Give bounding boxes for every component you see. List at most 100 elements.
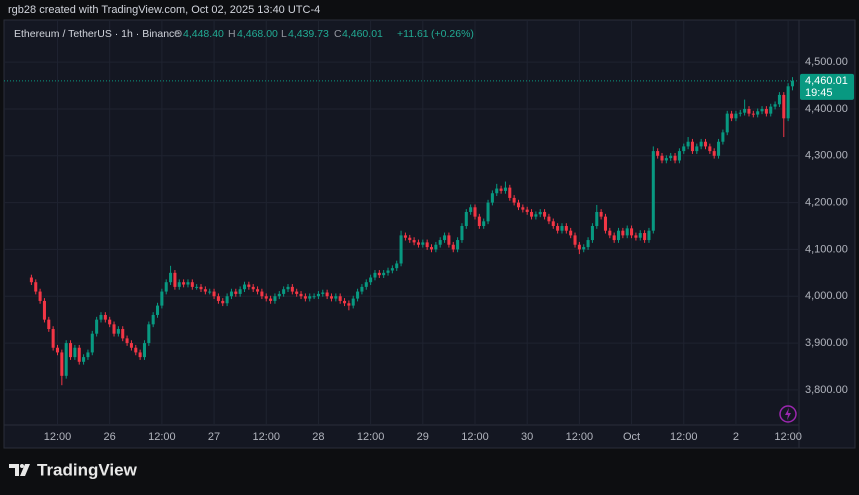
candle-body <box>147 324 151 344</box>
candle-body <box>708 146 712 152</box>
candle-body <box>664 158 668 161</box>
candle-body <box>434 244 438 250</box>
candle-body <box>651 151 655 231</box>
candle-body <box>351 298 355 306</box>
legend-key: C <box>334 28 342 40</box>
candle-body <box>416 242 420 245</box>
candle-body <box>451 244 455 250</box>
candle-body <box>256 289 260 292</box>
candle-body <box>616 230 621 241</box>
alert-icon-bolt[interactable] <box>785 408 791 420</box>
candle-body <box>377 272 381 276</box>
candle-body <box>447 235 451 245</box>
candle-body <box>656 151 660 156</box>
axes: 3,800.00 3,900.00 4,000.00 4,100.00 4,200.00… <box>4 56 854 443</box>
candle-body <box>682 146 686 152</box>
candle-body <box>229 291 233 297</box>
candle-body <box>429 247 434 250</box>
candle-body <box>186 282 190 285</box>
candle-body <box>182 282 186 285</box>
candle-body <box>695 146 699 152</box>
candle-body <box>151 314 155 325</box>
candle-body <box>569 230 573 236</box>
legend-change-percent: (+0.26%) <box>431 28 474 40</box>
candle-body <box>299 293 303 297</box>
candle-body <box>725 113 729 133</box>
candle-body <box>460 226 464 241</box>
candle-body <box>212 291 216 297</box>
alert-icon[interactable] <box>779 405 797 423</box>
candle-body <box>190 282 194 287</box>
candle-body <box>251 286 255 290</box>
candle-body <box>673 155 677 161</box>
candle-body <box>456 240 460 250</box>
candle-body <box>638 233 642 238</box>
candle-body <box>247 284 251 287</box>
candle-body <box>577 244 581 250</box>
candle-body <box>786 86 790 119</box>
candle-body <box>295 291 299 294</box>
candle-body <box>347 303 351 306</box>
candle-body <box>538 211 542 215</box>
candle-body <box>486 202 490 222</box>
candle-body <box>699 141 703 147</box>
x-tick-label: 12:00 <box>461 431 489 443</box>
candle-body <box>556 226 560 231</box>
x-tick-label: 12:00 <box>566 431 594 443</box>
candle-body <box>412 240 416 243</box>
grid <box>4 20 799 425</box>
candle-body <box>669 155 673 159</box>
chart-panel <box>3 19 856 449</box>
candle-body <box>790 80 794 87</box>
candle-body <box>77 347 81 362</box>
candle-body <box>356 291 360 299</box>
candle-body <box>42 300 46 320</box>
candle-body <box>764 108 768 114</box>
candle-body <box>282 289 286 294</box>
candle-body <box>438 240 442 245</box>
candle-body <box>216 296 220 301</box>
candle-body <box>86 352 90 358</box>
candle-body <box>82 357 86 362</box>
candle-body <box>743 108 747 113</box>
candle-body <box>90 333 94 353</box>
candle-body <box>155 305 160 315</box>
legend-change: +11.61 <box>397 28 429 40</box>
candle-body <box>503 187 507 191</box>
candle-body <box>286 286 290 290</box>
candle-body <box>329 296 334 299</box>
candle-body <box>747 108 751 114</box>
candle-body <box>129 343 133 348</box>
legend-key: O <box>174 28 182 40</box>
candle-body <box>782 94 786 119</box>
candle-body <box>608 230 612 236</box>
y-tick-label: 4,300.00 <box>805 150 848 162</box>
candle-body <box>51 329 55 348</box>
candle-body <box>443 235 447 241</box>
candle-body <box>260 291 264 297</box>
y-tick-label: 3,800.00 <box>805 384 848 396</box>
candle-body <box>116 329 120 334</box>
candle-body <box>108 319 112 325</box>
candle-body <box>195 286 199 288</box>
candle-body <box>777 94 781 105</box>
candle-body <box>364 282 368 287</box>
countdown: 19:45 <box>805 87 833 99</box>
candle-body <box>599 211 603 217</box>
candle-body <box>499 188 503 191</box>
x-tick-label: 12:00 <box>670 431 698 443</box>
candle-body <box>169 272 173 283</box>
candle-body <box>29 277 33 283</box>
candle-body <box>582 247 586 250</box>
candle-body <box>34 282 38 292</box>
candle-body <box>425 242 429 248</box>
logo-mark <box>20 464 30 476</box>
candle-body <box>625 228 629 236</box>
candle-body <box>543 211 547 217</box>
candle-body <box>421 242 425 245</box>
candle-body <box>677 151 681 161</box>
alert-icon-ring[interactable] <box>779 405 797 423</box>
candle-body <box>264 296 268 299</box>
candle-body <box>73 347 77 358</box>
